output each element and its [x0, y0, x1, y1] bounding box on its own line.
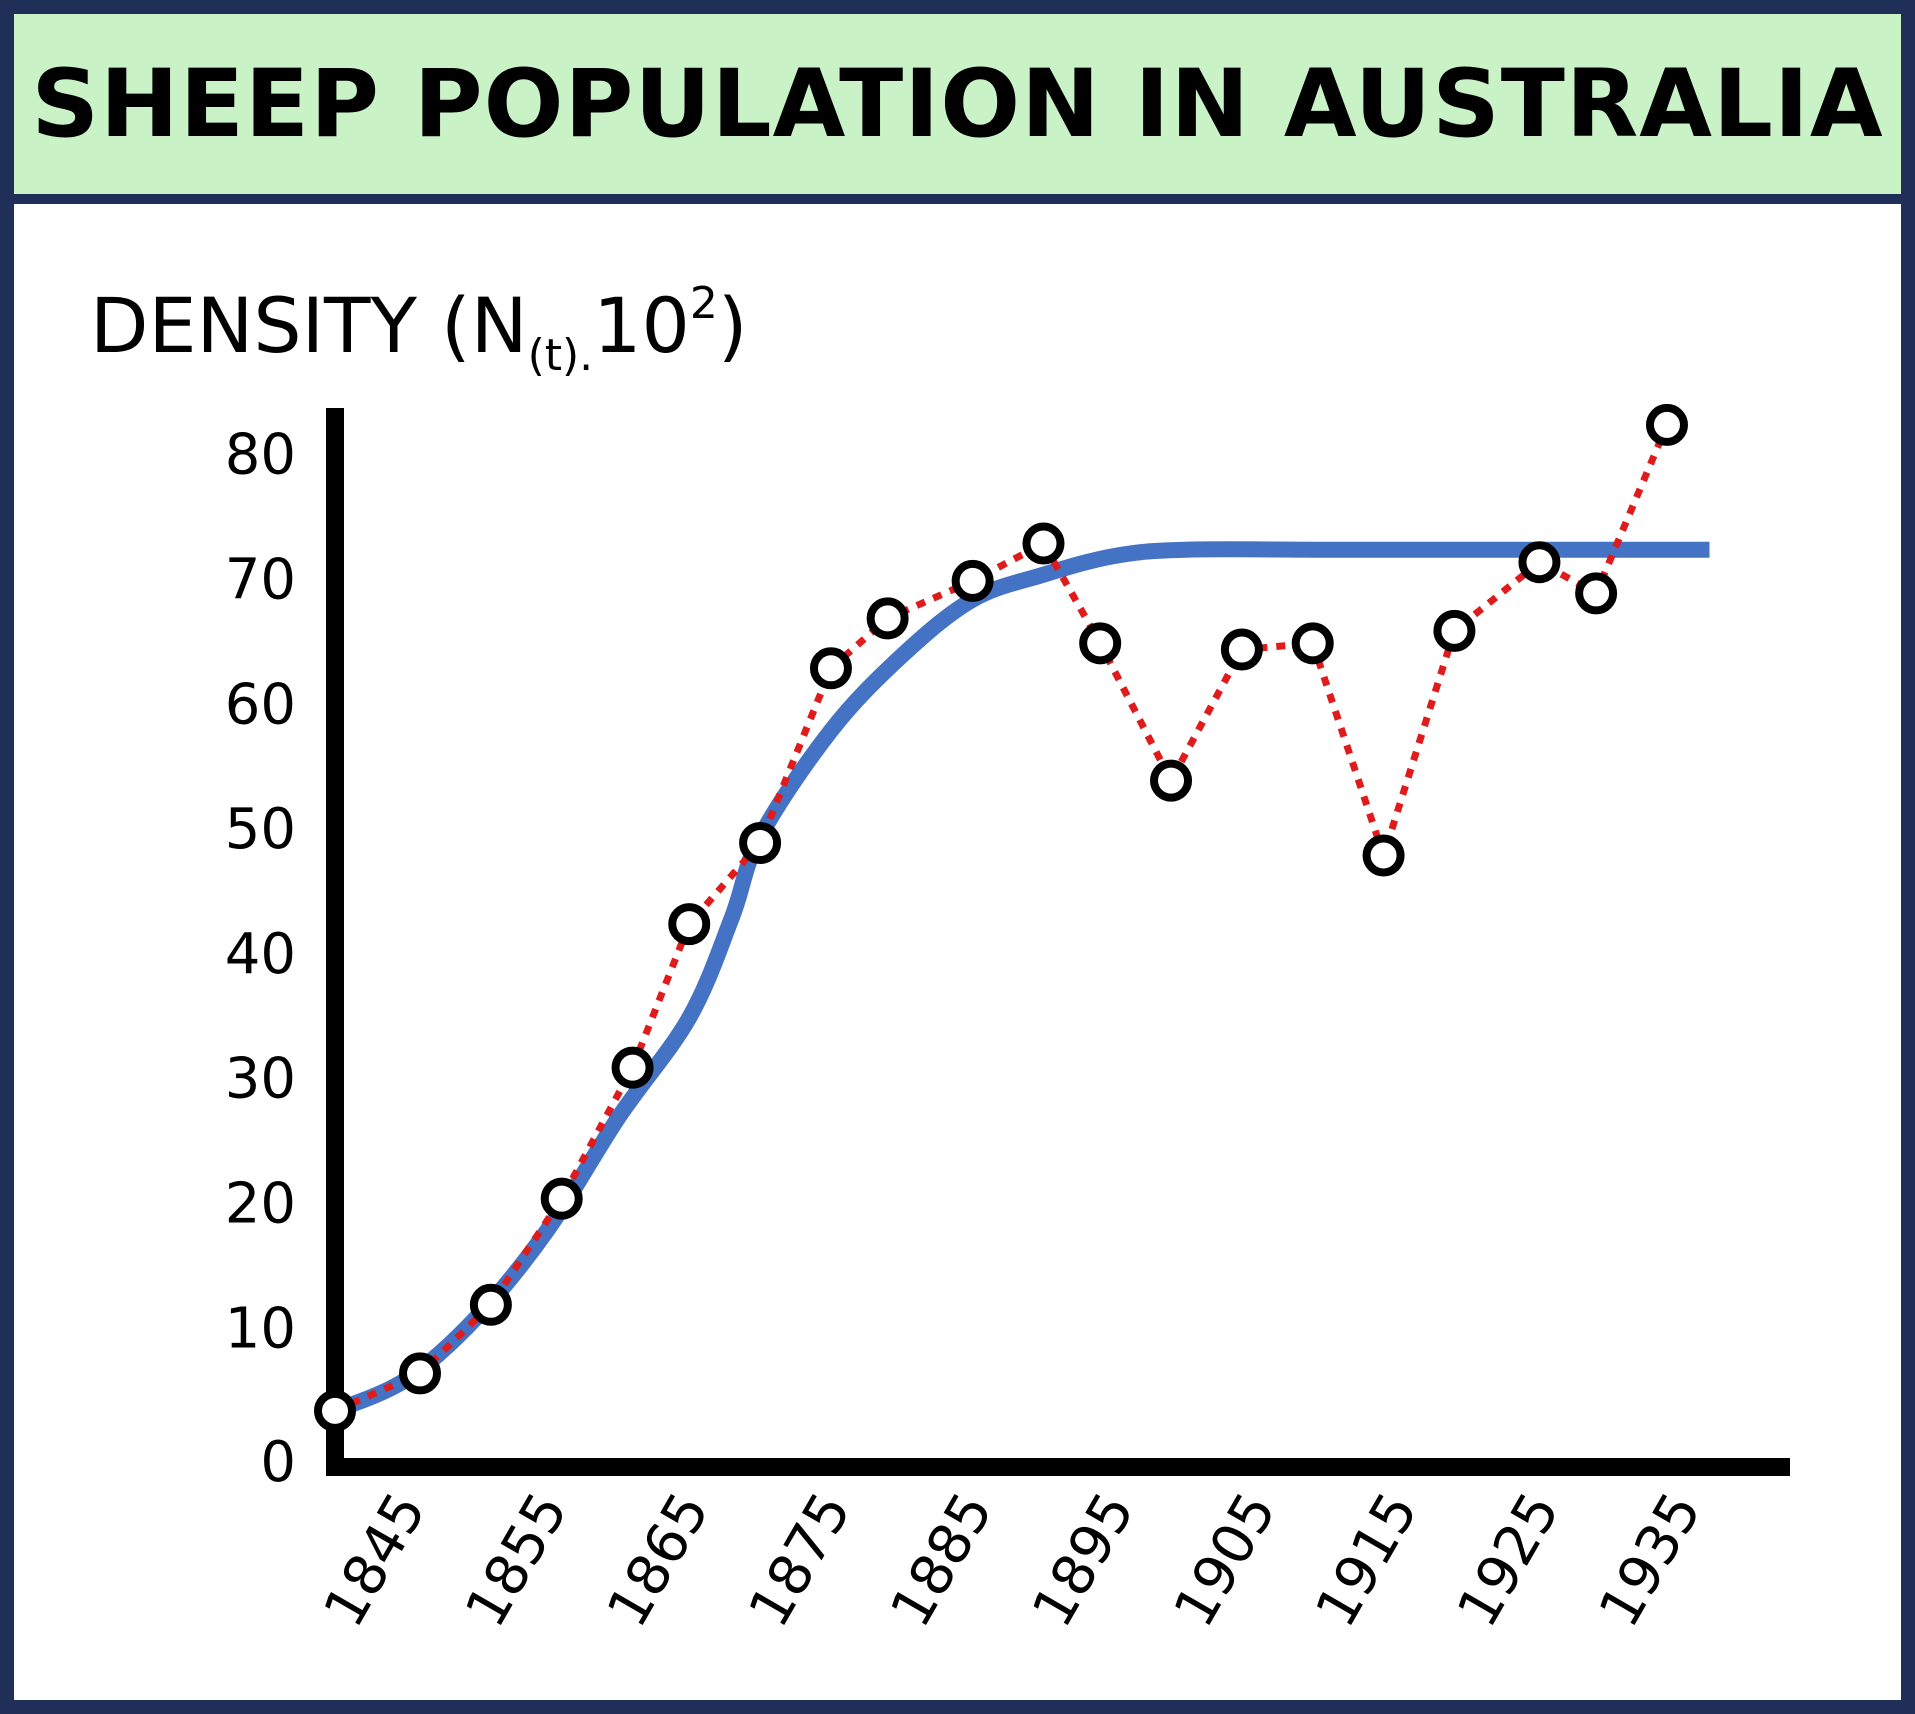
- logistic-curve: [331, 541, 1710, 1419]
- marker-layer: [314, 403, 1688, 1432]
- data-point-1925: [1518, 541, 1561, 584]
- y-axis-label: DENSITY (N(t).102): [90, 278, 748, 381]
- data-point-1890: [1022, 522, 1065, 565]
- x-tick-label: 1855: [453, 1482, 581, 1638]
- y-tick-label: 50: [225, 797, 296, 862]
- y-tick-label: 20: [225, 1172, 296, 1237]
- data-point-1904: [1220, 628, 1263, 671]
- y-axis-label-close: ): [717, 281, 748, 370]
- data-point-1894: [1079, 622, 1122, 665]
- y-tick-label: 0: [260, 1430, 296, 1495]
- x-tick-label: 1905: [1162, 1482, 1290, 1638]
- logistic-curve-layer: [331, 541, 1710, 1419]
- x-tick-label: 1885: [878, 1482, 1006, 1638]
- y-tick-label: 70: [225, 548, 296, 613]
- data-point-1840: [314, 1389, 356, 1432]
- y-axis-label-subscript: (t).: [527, 330, 594, 381]
- data-point-1909: [1291, 622, 1334, 665]
- x-tick-label: 1935: [1587, 1482, 1715, 1638]
- data-point-1865: [668, 903, 711, 946]
- chart-title: SHEEP POPULATION IN AUSTRALIA: [31, 49, 1884, 159]
- title-bar: SHEEP POPULATION IN AUSTRALIA: [14, 14, 1901, 194]
- y-axis-label-main: DENSITY (N: [90, 281, 528, 370]
- x-tick-label: 1895: [1020, 1482, 1148, 1638]
- data-point-1879: [866, 597, 909, 640]
- data-point-1861: [611, 1046, 654, 1089]
- data-point-1875: [809, 647, 852, 690]
- data-point-1856: [540, 1177, 583, 1220]
- y-axis-label-base: 10: [593, 281, 690, 370]
- x-tick-labels: 1845 1855 1865 1875 1885 1895 1905 1915 1925 1935: [312, 1482, 1715, 1638]
- y-tick-label: 80: [225, 423, 296, 488]
- data-point-1870: [739, 822, 782, 864]
- y-tick-label: 60: [225, 672, 296, 737]
- y-axis-label-superscript: 2: [689, 278, 718, 329]
- data-point-1885: [951, 559, 994, 602]
- observed-line-layer: [333, 423, 1671, 1415]
- data-point-1851: [469, 1283, 512, 1326]
- x-tick-label: 1915: [1303, 1482, 1431, 1638]
- axes: [326, 408, 1790, 1476]
- data-point-1846: [399, 1352, 442, 1395]
- data-point-1929: [1575, 572, 1618, 615]
- x-tick-label: 1925: [1445, 1482, 1573, 1638]
- y-tick-label: 30: [225, 1047, 296, 1112]
- observed-line: [333, 423, 1671, 1415]
- data-point-1914: [1362, 834, 1405, 877]
- x-tick-label: 1865: [595, 1482, 723, 1638]
- data-point-1934: [1645, 403, 1688, 446]
- x-tick-label: 1875: [737, 1482, 865, 1638]
- data-point-1919: [1433, 609, 1476, 652]
- data-point-1899: [1150, 759, 1193, 802]
- y-tick-label: 10: [225, 1296, 296, 1361]
- x-tick-label: 1845: [312, 1482, 440, 1638]
- y-tick-labels: 0 10 20 30 40 50 60 70 80: [225, 423, 296, 1495]
- y-tick-label: 40: [225, 922, 296, 987]
